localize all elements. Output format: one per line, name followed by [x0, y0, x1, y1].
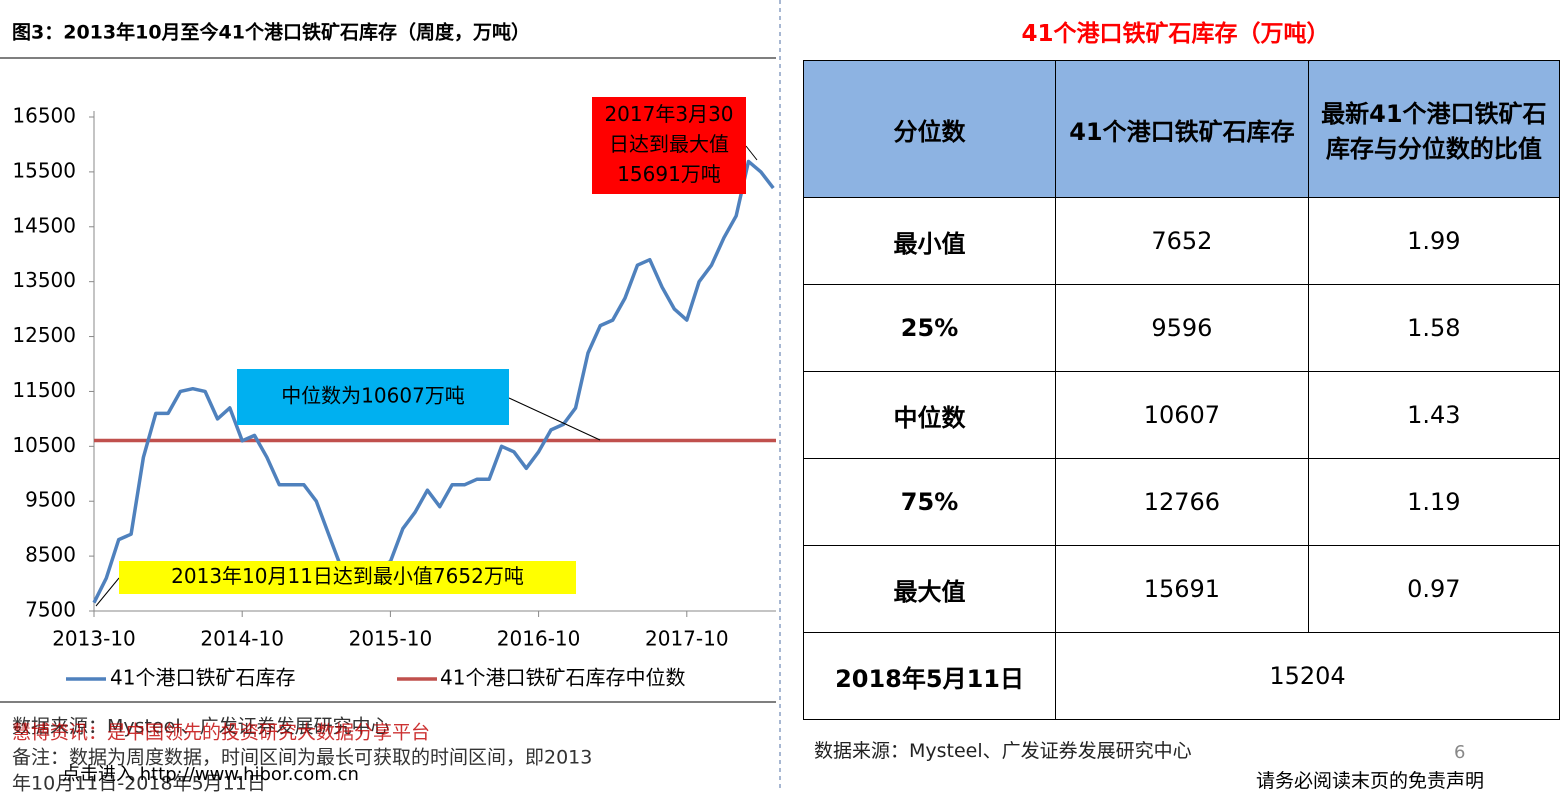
- leader-line: [95, 577, 120, 607]
- data-line: [92, 159, 775, 604]
- y-tick-label: 12500: [12, 323, 76, 347]
- y-tick-label: 16500: [12, 104, 76, 128]
- x-tick-label: 2014-10: [200, 627, 284, 651]
- cell: 1.99: [1307, 197, 1560, 285]
- cell: 7652: [1055, 197, 1309, 285]
- cell: 1.58: [1307, 284, 1560, 372]
- legend-label: 41个港口铁矿石库存: [110, 666, 295, 690]
- x-tick-label: 2013-10: [52, 627, 136, 651]
- source: 数据来源：Mysteel、广发证券发展研究中心: [12, 716, 390, 738]
- cell: 2018年5月11日: [802, 632, 1057, 720]
- cell: 最大值: [802, 545, 1057, 633]
- cell: 25%: [802, 284, 1057, 372]
- annotation-box: [592, 97, 746, 194]
- table: 分位数 41个港口铁矿石库存 最新41个港口铁矿石库存与分位数的比值 最小值 7652…: [802, 60, 1560, 720]
- annotation-box: [237, 369, 509, 425]
- annotation-text: 中位数为10607万吨: [281, 384, 465, 408]
- y-tick-label: 10500: [12, 433, 76, 457]
- header: 41个港口铁矿石库存: [1055, 60, 1309, 198]
- cell: 0.97: [1307, 545, 1560, 633]
- y-tick-label: 9500: [25, 488, 76, 512]
- annotation-box: [119, 561, 576, 594]
- note: 备注：数据为周度数据，时间区间为最长可获取的时间区间，即2013: [12, 747, 592, 769]
- x-tick-label: 2017-10: [645, 627, 729, 651]
- header: 分位数: [802, 60, 1057, 198]
- cell: 12766: [1055, 458, 1309, 546]
- cell: 15204: [1055, 632, 1560, 720]
- source: 数据来源：Mysteel、广发证券发展研究中心: [814, 740, 1192, 762]
- disclaimer: 请务必阅读末页的免责声明: [1256, 770, 1485, 792]
- cell: 9596: [1055, 284, 1309, 372]
- cell: 1.43: [1307, 371, 1560, 459]
- cell: 中位数: [802, 371, 1057, 459]
- annotation-text: 2017年3月30: [604, 102, 733, 126]
- y-tick-label: 13500: [12, 268, 76, 292]
- y-tick-label: 15500: [12, 158, 76, 182]
- x-tick-label: 2015-10: [349, 627, 433, 651]
- leader-line: [745, 145, 758, 161]
- page-number: 6: [1454, 742, 1466, 763]
- legend-label: 41个港口铁矿石库存中位数: [440, 666, 685, 690]
- chart-title: 图3：2013年10月至今41个港口铁矿石库存（周度，万吨）: [12, 21, 530, 44]
- y-tick-label: 8500: [25, 543, 76, 567]
- y-tick-label: 14500: [12, 213, 76, 237]
- annotation-text: 2013年10月11日达到最小值7652万吨: [171, 564, 524, 588]
- y-tick-label: 11500: [12, 378, 76, 402]
- link: 点击进入 http://www.hibor.com.cn: [62, 764, 359, 785]
- table-title: 41个港口铁矿石库存（万吨）: [1021, 21, 1330, 47]
- cell: 10607: [1055, 371, 1309, 459]
- cell: 15691: [1055, 545, 1309, 633]
- x-tick-label: 2016-10: [497, 627, 581, 651]
- annotation-text: 15691万吨: [617, 162, 721, 186]
- leader-line: [508, 397, 601, 441]
- cell: 1.19: [1307, 458, 1560, 546]
- cell: 最小值: [802, 197, 1057, 285]
- note: 年10月11日-2018年5月11日: [12, 773, 266, 793]
- cell: 75%: [802, 458, 1057, 546]
- y-tick-label: 7500: [25, 598, 76, 622]
- watermark: 慧博资讯：是中国领先的投资研究大数据分享平台: [12, 722, 430, 744]
- header: 最新41个港口铁矿石库存与分位数的比值: [1307, 60, 1560, 198]
- annotation-text: 日达到最大值: [609, 132, 729, 156]
